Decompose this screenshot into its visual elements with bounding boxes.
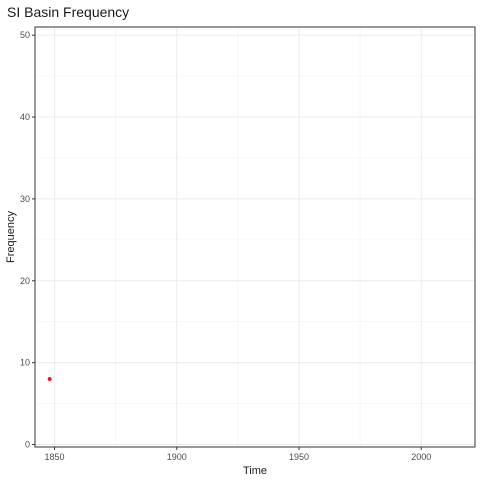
data-point xyxy=(47,377,52,382)
axes xyxy=(34,26,476,448)
y-axis-title: Frequency xyxy=(5,211,17,263)
y-tick-label: 40 xyxy=(20,112,30,122)
y-tick-label: 10 xyxy=(20,358,30,368)
axis-ticks: 1850 1900 1950 2000 0 10 20 30 40 50 xyxy=(20,30,431,462)
data-points xyxy=(47,377,52,382)
grid-minor xyxy=(35,27,475,447)
y-tick-label: 50 xyxy=(20,30,30,40)
x-tick-label: 1900 xyxy=(167,452,187,462)
x-tick-label: 1950 xyxy=(289,452,309,462)
y-tick-label: 0 xyxy=(25,440,30,450)
y-tick-label: 20 xyxy=(20,276,30,286)
grid-major xyxy=(35,27,475,447)
x-tick-label: 1850 xyxy=(45,452,65,462)
y-tick-label: 30 xyxy=(20,194,30,204)
chart-title: SI Basin Frequency xyxy=(7,4,130,20)
x-axis-title: Time xyxy=(243,465,267,477)
panel-border xyxy=(34,26,476,448)
x-tick-label: 2000 xyxy=(411,452,431,462)
